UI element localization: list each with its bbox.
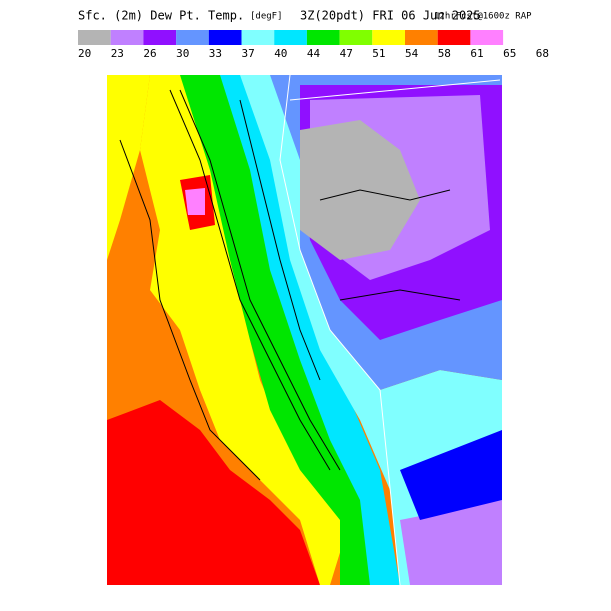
colorbar-swatch	[78, 30, 111, 45]
colorbar-swatch	[274, 30, 307, 45]
colorbar-label: 33	[209, 47, 222, 60]
valid-time: 3Z(20pdt) FRI 06 Jun 2025	[300, 9, 481, 23]
colorbar-label: 44	[307, 47, 321, 60]
colorbar-label: 65	[503, 47, 516, 60]
colorbar-swatch	[339, 30, 373, 45]
colorbar-label: 40	[274, 47, 287, 60]
colorbar-label: 58	[438, 47, 451, 60]
colorbar-swatch	[110, 30, 144, 45]
colorbar-label: 20	[78, 47, 91, 60]
colorbar-label: 30	[176, 47, 189, 60]
colorbar-swatch	[241, 30, 275, 45]
colorbar-swatch	[176, 30, 209, 45]
colorbar-swatch	[208, 30, 242, 45]
forecast: 12hrFcst@1600z RAP	[434, 12, 532, 22]
colorbar-swatch	[372, 30, 405, 45]
colorbar-label: 51	[372, 47, 385, 60]
colorbar-label: 23	[111, 47, 124, 60]
colorbar-label: 26	[143, 47, 156, 60]
map	[107, 74, 502, 586]
title: Sfc. (2m) Dew Pt. Temp.	[78, 9, 244, 23]
colorbar-swatch	[437, 30, 471, 45]
colorbar-swatch	[405, 30, 438, 45]
colorbar-swatch	[143, 30, 177, 45]
colorbar-label: 47	[340, 47, 353, 60]
colorbar-swatch	[306, 30, 340, 45]
colorbar-swatch	[470, 30, 504, 45]
colorbar-label: 68	[536, 47, 549, 60]
colorbar-label: 37	[242, 47, 255, 60]
colorbar-label: 54	[405, 47, 419, 60]
colorbar: 20 23 26 30 33 37 40 44 47 51 54 58 61 65 68	[78, 30, 549, 60]
units: [degF]	[250, 12, 283, 22]
colorbar-label: 61	[470, 47, 483, 60]
